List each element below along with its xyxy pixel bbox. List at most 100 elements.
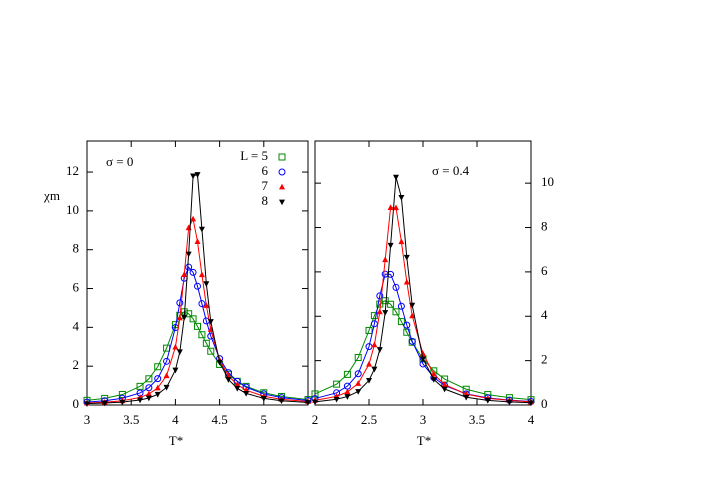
legend-label: 7 <box>262 178 269 193</box>
data-point <box>203 281 210 287</box>
y-tick-label: 8 <box>73 241 80 256</box>
data-point <box>354 354 362 362</box>
data-point <box>333 396 340 403</box>
data-point <box>506 399 513 406</box>
x-tick-label: 2 <box>312 412 319 427</box>
data-point <box>207 347 215 355</box>
data-point <box>136 382 144 390</box>
data-point <box>484 397 491 404</box>
plot-frame <box>314 140 532 406</box>
data-point <box>403 328 411 336</box>
data-point <box>154 363 162 371</box>
data-point <box>119 399 126 406</box>
data-point <box>344 388 351 395</box>
data-point <box>408 337 416 345</box>
data-point <box>176 349 183 356</box>
data-point <box>397 302 405 310</box>
data-point <box>234 385 241 392</box>
data-point <box>154 375 162 383</box>
data-point <box>355 389 362 395</box>
legend-label: 8 <box>262 193 269 208</box>
y-tick-label: 8 <box>541 219 548 234</box>
data-point <box>101 400 108 407</box>
data-point <box>409 312 416 319</box>
data-point <box>225 377 232 383</box>
annotation: σ = 0 <box>106 154 133 169</box>
data-point <box>243 390 250 397</box>
y-tick-label: 6 <box>73 280 80 295</box>
data-point <box>376 347 383 353</box>
x-axis-label: T* <box>169 433 183 448</box>
data-point <box>176 299 184 307</box>
data-point <box>189 315 197 323</box>
data-point <box>194 322 201 330</box>
data-point <box>154 391 161 398</box>
y-tick-label: 0 <box>73 396 80 411</box>
data-point <box>163 357 171 365</box>
data-point <box>403 321 411 329</box>
x-tick-label: 3.5 <box>123 412 139 427</box>
data-point <box>145 395 152 402</box>
data-point <box>371 341 378 348</box>
series-line <box>314 207 532 403</box>
data-point <box>185 251 192 258</box>
series-line <box>86 217 309 404</box>
data-point <box>198 300 206 308</box>
data-point <box>398 194 405 201</box>
data-point <box>172 343 179 350</box>
series-line <box>86 266 309 403</box>
data-point <box>154 384 161 391</box>
plot-frame <box>86 140 309 406</box>
x-tick-label: 3 <box>420 412 427 427</box>
series-line <box>314 177 532 404</box>
data-point <box>234 381 241 388</box>
data-point <box>198 226 205 233</box>
data-point <box>387 270 395 278</box>
data-point <box>278 398 285 405</box>
data-point <box>163 384 170 391</box>
data-point <box>409 302 416 309</box>
data-point <box>392 308 400 316</box>
data-point <box>311 390 319 398</box>
data-point <box>376 292 384 300</box>
data-point <box>189 268 197 276</box>
data-point <box>260 396 267 402</box>
x-tick-label: 4 <box>528 412 535 427</box>
data-point <box>194 172 201 178</box>
series-line <box>86 311 309 401</box>
data-point <box>398 238 405 245</box>
data-point <box>382 310 389 316</box>
data-point <box>207 319 214 325</box>
data-point <box>333 380 341 388</box>
data-point <box>355 380 362 386</box>
x-axis-label: T* <box>417 433 431 448</box>
data-point <box>203 302 210 308</box>
annotation: σ = 0.4 <box>432 163 470 178</box>
x-tick-label: 4 <box>172 412 179 427</box>
y-tick-label: 6 <box>541 263 548 278</box>
data-point <box>181 271 188 277</box>
legend-marker <box>279 199 285 206</box>
data-point <box>354 370 362 378</box>
data-point <box>387 204 394 210</box>
x-tick-label: 5 <box>261 412 268 427</box>
data-point <box>370 312 378 320</box>
series-line <box>314 300 532 401</box>
x-tick-label: 2.5 <box>361 412 377 427</box>
y-tick-label: 4 <box>541 307 548 322</box>
data-point <box>376 308 383 315</box>
data-point <box>198 331 206 339</box>
data-point <box>387 242 394 249</box>
y-tick-label: 2 <box>541 352 548 367</box>
data-point <box>381 297 389 305</box>
data-point <box>528 400 534 407</box>
x-tick-label: 4.5 <box>211 412 227 427</box>
data-point <box>312 399 318 406</box>
y-tick-label: 0 <box>541 396 548 411</box>
data-point <box>393 204 399 211</box>
data-point <box>163 372 170 379</box>
data-point <box>185 263 193 271</box>
data-point <box>420 356 426 363</box>
data-point <box>305 400 311 406</box>
